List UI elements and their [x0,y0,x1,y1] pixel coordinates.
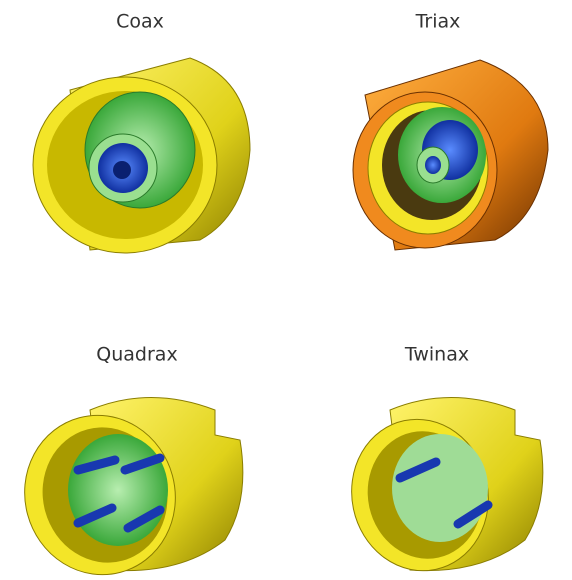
triax-illustration [352,59,549,251]
twinax-illustration [351,397,544,572]
coax-illustration [32,57,251,254]
item-label: Triax [415,11,461,33]
item-label: Twinax [404,344,469,366]
item-label: Coax [116,11,164,33]
quadrax-illustration [24,397,244,576]
item-label: Quadrax [96,344,177,366]
